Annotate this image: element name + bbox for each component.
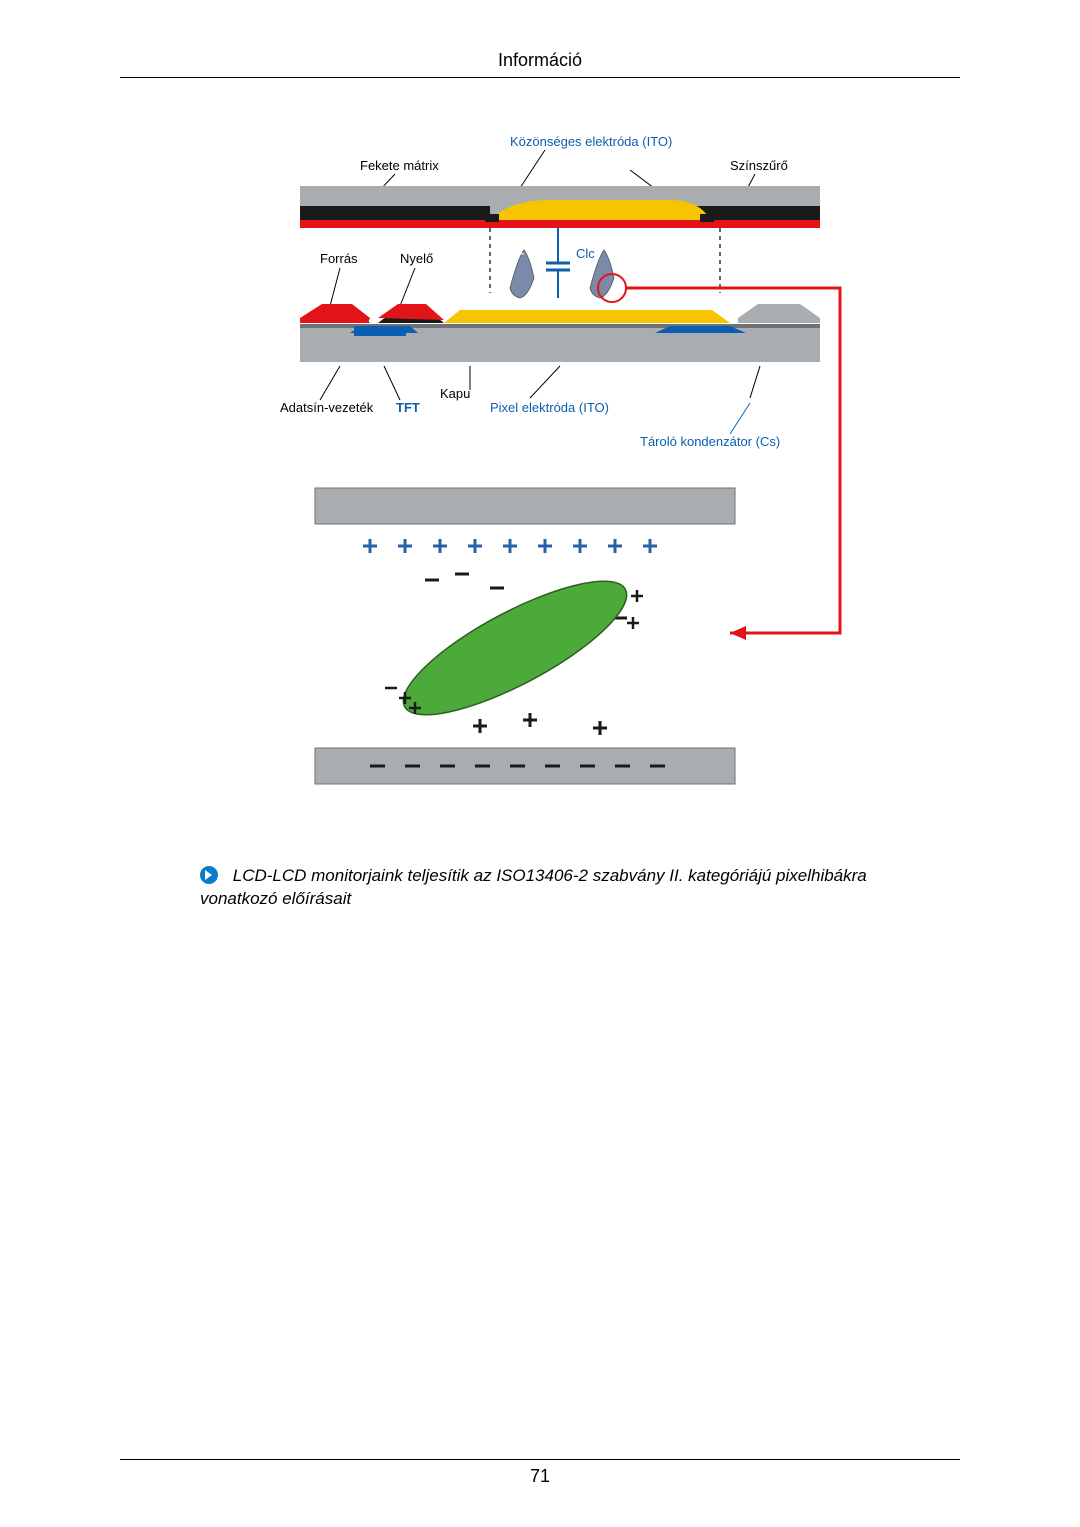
label-tft: TFT [396, 400, 420, 415]
note-paragraph: LCD-LCD monitorjaink teljesítik az ISO13… [200, 863, 880, 911]
page-footer: 71 [120, 1459, 960, 1487]
note-text: LCD-LCD monitorjaink teljesítik az ISO13… [200, 866, 867, 908]
label-color-filter: Színszűrő [730, 158, 788, 173]
label-black-matrix: Fekete mátrix [360, 158, 439, 173]
page-title: Információ [120, 50, 960, 78]
label-data-bus: Adatsín-vezeték [280, 400, 374, 415]
red-arrow-head [730, 626, 746, 640]
label-storage-cap: Tároló kondenzátor (Cs) [640, 434, 780, 449]
page-number: 71 [530, 1466, 550, 1486]
label-common-electrode: Közönséges elektróda (ITO) [510, 134, 672, 149]
label-clc: Clc [576, 246, 595, 261]
label-source: Forrás [320, 251, 358, 266]
lcd-structure-diagram: Közönséges elektróda (ITO) Fekete mátrix… [260, 128, 820, 833]
top-cross-section: Közönséges elektróda (ITO) Fekete mátrix… [280, 134, 820, 449]
bottom-molecule-panel [315, 488, 735, 784]
label-gate: Kapu [440, 386, 470, 401]
label-pixel-electrode: Pixel elektróda (ITO) [490, 400, 609, 415]
arrow-bullet-icon [200, 866, 218, 884]
plus-row [363, 539, 657, 553]
label-drain: Nyelő [400, 251, 433, 266]
